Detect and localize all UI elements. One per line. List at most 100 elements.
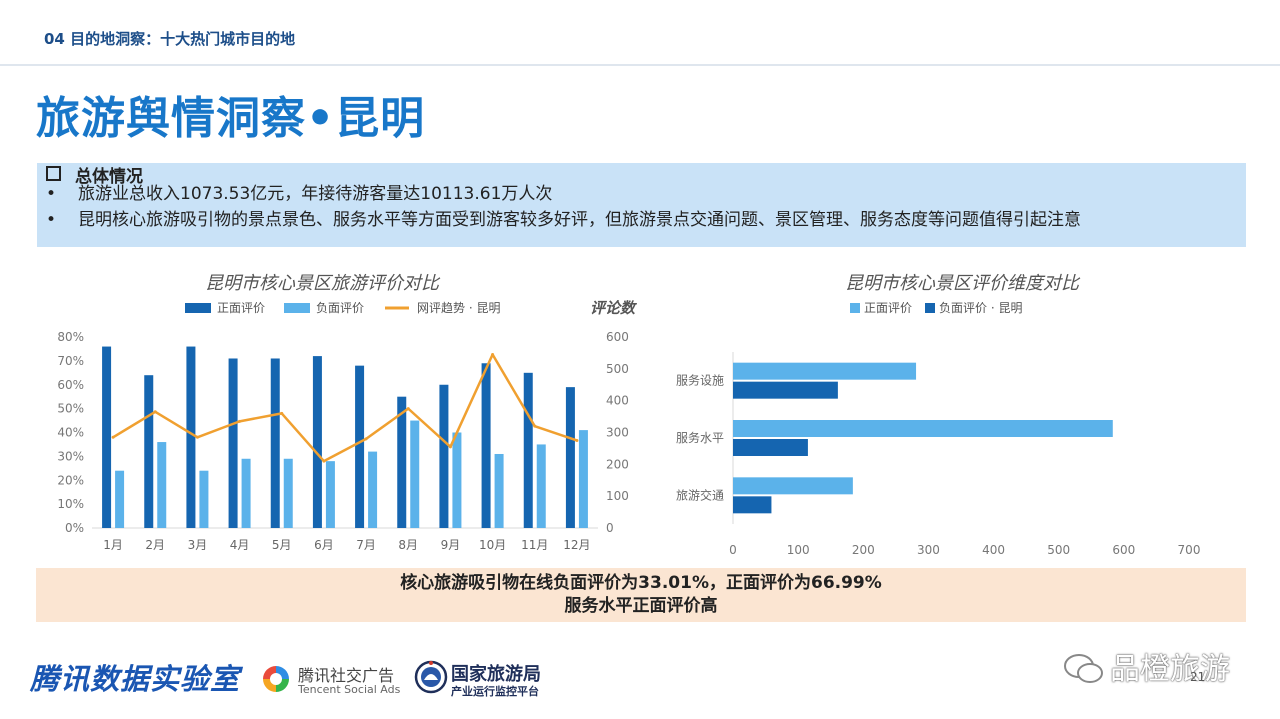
bullet-icon: • <box>46 210 57 230</box>
y-left-tick-label: 10% <box>57 497 84 511</box>
tencent-social-ads-sub: Tencent Social Ads <box>298 683 401 696</box>
x-tick-label: 10月 <box>479 538 506 552</box>
bar-negative <box>115 470 125 528</box>
y-right-tick-label: 500 <box>606 362 629 376</box>
bar-negative <box>368 451 378 528</box>
y-right-tick-label: 400 <box>606 394 629 408</box>
conclusion-line-2: 服务水平正面评价高 <box>564 596 718 616</box>
x-tick-label: 12月 <box>563 538 590 552</box>
bar-positive <box>481 363 491 528</box>
chart2-title: 昆明市核心景区评价维度对比 <box>845 273 1079 294</box>
x-tick-label: 600 <box>1112 543 1135 557</box>
bar-positive <box>228 358 238 528</box>
bar-positive <box>355 365 365 528</box>
trend-point <box>238 419 242 423</box>
trend-point <box>406 407 410 411</box>
y-left-tick-label: 80% <box>57 330 84 344</box>
x-tick-label: 6月 <box>314 538 334 552</box>
x-tick-label: 200 <box>852 543 875 557</box>
y-right-tick-label: 600 <box>606 330 629 344</box>
wechat-icon <box>1064 654 1103 683</box>
bar-negative <box>199 470 209 528</box>
section-label: 04 目的地洞察：十大热门城市目的地 <box>44 30 296 48</box>
bar-positive <box>565 387 575 528</box>
trend-point <box>491 353 495 357</box>
trend-point <box>111 435 115 439</box>
right-axis-label: 评论数 <box>590 299 638 317</box>
y-tick-label: 服务水平 <box>676 430 724 445</box>
y-right-tick-label: 200 <box>606 457 629 471</box>
bullet-text: 旅游业总收入1073.53亿元，年接待游客量达10113.61万人次 <box>78 184 553 204</box>
trend-point <box>448 445 452 449</box>
national-tourism-admin-name: 国家旅游局 <box>451 664 541 685</box>
x-tick-label: 400 <box>982 543 1005 557</box>
bar-negative <box>578 430 588 528</box>
bar-negative <box>733 381 838 399</box>
legend-label: 网评趋势 · 昆明 <box>417 301 500 315</box>
bar-positive <box>102 346 112 528</box>
x-tick-label: 2月 <box>145 538 165 552</box>
page-title: 旅游舆情洞察•昆明 <box>36 93 426 144</box>
bar-positive <box>733 420 1113 437</box>
x-tick-label: 8月 <box>398 538 418 552</box>
bar-positive <box>144 375 154 528</box>
x-tick-label: 100 <box>787 543 810 557</box>
y-left-tick-label: 20% <box>57 473 84 487</box>
bar-negative <box>536 444 546 528</box>
y-tick-label: 旅游交通 <box>676 487 724 502</box>
conclusion-banner: 核心旅游吸引物在线负面评价为33.01%，正面评价为66.99% 服务水平正面评… <box>36 568 1246 622</box>
y-left-tick-label: 40% <box>57 426 84 440</box>
legend-swatch <box>925 303 935 313</box>
summary-panel <box>37 163 1246 247</box>
bar-positive <box>523 372 533 528</box>
bar-negative <box>410 420 420 528</box>
checkbox-icon <box>46 166 61 181</box>
x-tick-label: 700 <box>1178 543 1201 557</box>
trend-point <box>533 424 537 428</box>
monthly-review-chart: 正面评价 负面评价 网评趋势 · 昆明 评论数 0% 10% 20% 30% 40% 50% 60%… <box>57 299 638 552</box>
bar-positive <box>439 384 449 528</box>
conclusion-line-1: 核心旅游吸引物在线负面评价为33.01%，正面评价为66.99% <box>400 573 882 593</box>
page-number: 21 <box>1190 670 1206 684</box>
header-bar <box>0 0 1280 66</box>
legend-label: 负面评价 <box>316 301 364 315</box>
summary-bullet-2: • 昆明核心旅游吸引物的景点景色、服务水平等方面受到游客较多好评，但旅游景点交通问… <box>46 209 1081 231</box>
trend-point <box>280 411 284 415</box>
y-right-tick-label: 100 <box>606 489 629 503</box>
x-tick-label: 9月 <box>441 538 461 552</box>
bar-negative <box>241 458 251 528</box>
y-tick-label: 服务设施 <box>676 373 724 388</box>
tencent-social-ads-icon <box>263 666 289 692</box>
x-tick-label: 4月 <box>230 538 250 552</box>
legend-label: 负面评价 · 昆明 <box>939 301 1022 315</box>
trend-point <box>575 438 579 442</box>
trend-point <box>195 435 199 439</box>
bullet-icon: • <box>46 184 57 204</box>
y-left-tick-label: 60% <box>57 378 84 392</box>
tencent-data-lab-logo: 腾讯数据实验室 <box>30 662 241 696</box>
summary-bullet-1: • 旅游业总收入1073.53亿元，年接待游客量达10113.61万人次 <box>46 183 552 205</box>
y-left-tick-label: 0% <box>65 521 84 535</box>
x-tick-label: 300 <box>917 543 940 557</box>
bar-negative <box>733 496 772 514</box>
bar-negative <box>157 442 167 528</box>
trend-point <box>322 459 326 463</box>
tencent-social-ads-name: 腾讯社交广告 <box>298 666 395 685</box>
x-tick-label: 7月 <box>356 538 376 552</box>
bar-negative <box>283 458 293 528</box>
x-tick-label: 11月 <box>521 538 548 552</box>
bar-positive <box>733 477 853 495</box>
trend-line <box>112 353 578 463</box>
bar-positive <box>270 358 280 528</box>
watermark-text: 品橙旅游 <box>1110 652 1230 687</box>
legend-label: 正面评价 <box>864 301 912 315</box>
bar-negative <box>452 432 462 528</box>
bullet-text: 昆明核心旅游吸引物的景点景色、服务水平等方面受到游客较多好评，但旅游景点交通问题… <box>78 210 1081 230</box>
legend-label: 正面评价 <box>217 301 265 315</box>
legend-swatch <box>850 303 860 313</box>
x-tick-label: 0 <box>729 543 737 557</box>
bar-positive <box>397 396 407 528</box>
legend-swatch <box>185 303 211 313</box>
national-tourism-admin-sub: 产业运行监控平台 <box>451 685 539 698</box>
